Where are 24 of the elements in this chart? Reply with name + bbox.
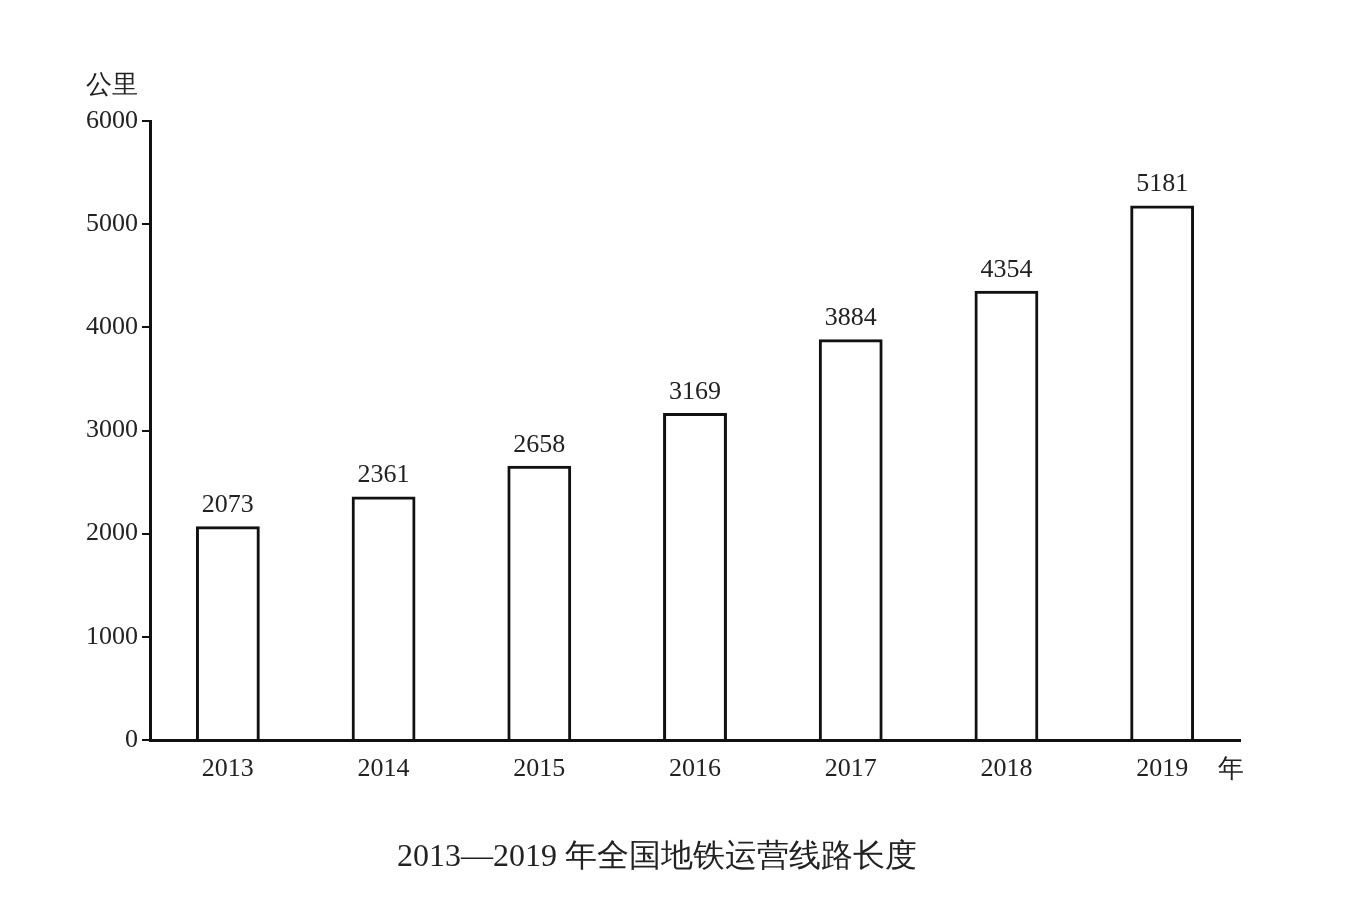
x-tick-label: 2013 — [201, 753, 254, 783]
y-tick-label: 5000 — [86, 207, 138, 237]
text: 2013—2019 年全国地铁运营线路长度 — [397, 837, 917, 874]
y-tick-label: 1000 — [86, 620, 138, 650]
y-tick-label: 6000 — [86, 104, 138, 134]
y-tick-label: 3000 — [86, 414, 138, 444]
data-label: 3884 — [824, 302, 877, 332]
data-label: 2658 — [513, 428, 566, 458]
data-label: 2361 — [357, 459, 410, 489]
x-axis-title: 年 — [1218, 753, 1244, 783]
x-tick-label: 2016 — [669, 753, 721, 783]
x-tick-label: 2014 — [357, 753, 410, 783]
data-label: 3169 — [669, 375, 721, 405]
x-tick-label: 2019 — [1136, 753, 1189, 783]
data-label: 5181 — [1136, 168, 1189, 198]
x-tick-label: 2017 — [824, 753, 877, 783]
y-tick-label: 0 — [125, 723, 138, 753]
y-tick-label: 2000 — [86, 517, 138, 547]
y-tick-label: 4000 — [86, 311, 138, 341]
x-tick-label: 2018 — [980, 753, 1033, 783]
x-tick-label: 2015 — [513, 753, 566, 783]
y-axis-title: 公里 — [86, 69, 138, 99]
data-label: 2073 — [201, 488, 254, 518]
data-label: 4354 — [980, 253, 1033, 283]
